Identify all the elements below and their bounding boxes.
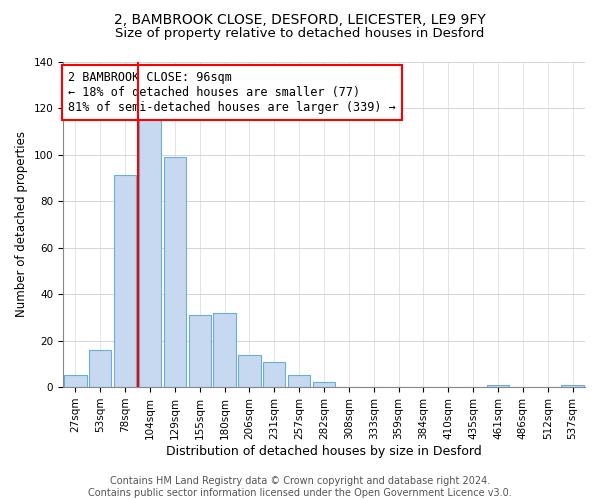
Text: 2 BAMBROOK CLOSE: 96sqm
← 18% of detached houses are smaller (77)
81% of semi-de: 2 BAMBROOK CLOSE: 96sqm ← 18% of detache… xyxy=(68,72,396,114)
Bar xyxy=(288,376,310,387)
Text: 2, BAMBROOK CLOSE, DESFORD, LEICESTER, LE9 9FY: 2, BAMBROOK CLOSE, DESFORD, LEICESTER, L… xyxy=(114,12,486,26)
Bar xyxy=(114,176,136,387)
Text: Size of property relative to detached houses in Desford: Size of property relative to detached ho… xyxy=(115,28,485,40)
Text: Contains HM Land Registry data © Crown copyright and database right 2024.
Contai: Contains HM Land Registry data © Crown c… xyxy=(88,476,512,498)
Bar xyxy=(263,362,286,387)
Bar xyxy=(313,382,335,387)
Bar xyxy=(238,354,260,387)
Bar xyxy=(89,350,112,387)
Y-axis label: Number of detached properties: Number of detached properties xyxy=(15,132,28,318)
Bar xyxy=(164,157,186,387)
Bar xyxy=(214,312,236,387)
Bar xyxy=(487,385,509,387)
Bar xyxy=(64,376,86,387)
Bar xyxy=(139,120,161,387)
Bar xyxy=(188,315,211,387)
Bar xyxy=(562,385,584,387)
X-axis label: Distribution of detached houses by size in Desford: Distribution of detached houses by size … xyxy=(166,444,482,458)
